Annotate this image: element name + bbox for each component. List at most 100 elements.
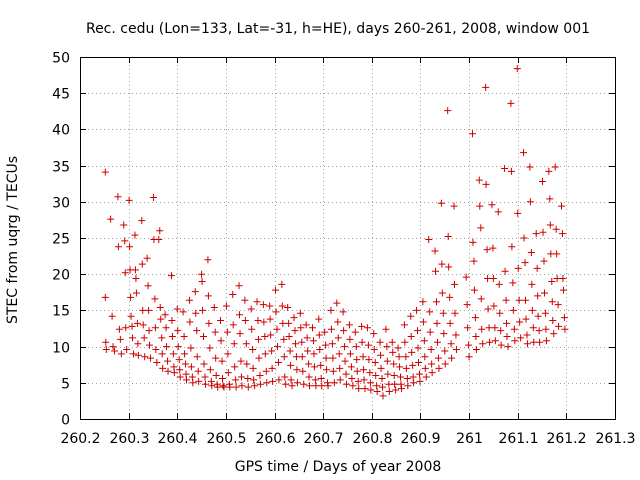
data-point xyxy=(282,380,290,388)
data-point xyxy=(345,321,353,329)
data-point xyxy=(529,324,537,332)
data-point xyxy=(558,202,565,210)
data-point xyxy=(559,286,567,294)
data-point xyxy=(509,306,517,314)
data-point xyxy=(494,208,502,216)
data-point xyxy=(438,260,446,268)
data-point xyxy=(385,387,393,395)
data-point xyxy=(156,304,164,312)
data-point xyxy=(262,367,270,375)
data-point xyxy=(520,234,528,242)
data-point xyxy=(174,327,182,335)
data-point xyxy=(501,164,509,172)
data-point xyxy=(479,340,487,348)
data-point xyxy=(287,376,295,384)
data-point xyxy=(297,324,305,332)
data-point xyxy=(302,321,310,329)
data-point xyxy=(507,167,515,175)
data-point xyxy=(555,322,563,330)
y-tick-labels: 0 5 10 15 20 25 30 35 40 45 50 xyxy=(52,51,70,429)
data-point xyxy=(465,341,473,349)
data-point xyxy=(247,305,255,313)
data-point xyxy=(158,334,166,342)
data-point xyxy=(132,275,140,283)
data-point xyxy=(346,350,354,358)
data-point xyxy=(128,322,136,330)
data-point xyxy=(528,280,536,288)
y-tick-label: 15 xyxy=(52,304,70,320)
data-point xyxy=(121,269,129,277)
data-point xyxy=(343,380,351,388)
data-point xyxy=(132,289,140,297)
data-point xyxy=(432,267,440,275)
data-point xyxy=(484,305,492,313)
data-point xyxy=(450,202,458,210)
data-point xyxy=(372,372,380,380)
data-point xyxy=(315,331,323,339)
data-point xyxy=(317,374,325,382)
data-point xyxy=(232,383,240,391)
data-point xyxy=(200,360,208,368)
y-tick-label: 50 xyxy=(52,51,70,67)
data-point xyxy=(224,350,232,358)
x-tick-label: 260.4 xyxy=(157,431,197,447)
data-point xyxy=(198,277,206,285)
data-point xyxy=(489,275,497,283)
data-point xyxy=(522,296,530,304)
data-point xyxy=(397,385,405,393)
data-point xyxy=(363,324,371,332)
data-point xyxy=(561,325,569,333)
data-point xyxy=(530,338,538,346)
data-point xyxy=(176,373,184,381)
data-point xyxy=(478,325,486,333)
data-point xyxy=(388,338,396,346)
y-tick-label: 25 xyxy=(52,232,70,248)
data-point xyxy=(434,354,442,362)
data-point xyxy=(162,324,170,332)
data-point xyxy=(415,359,423,367)
data-point xyxy=(390,360,398,368)
data-point xyxy=(198,270,206,278)
data-point xyxy=(287,361,295,369)
x-tick-label: 261.1 xyxy=(498,431,538,447)
data-point xyxy=(327,325,335,333)
data-point xyxy=(111,347,119,355)
data-point xyxy=(180,332,188,340)
data-point xyxy=(130,350,137,358)
data-point xyxy=(291,340,299,348)
data-point xyxy=(211,328,219,336)
data-point xyxy=(193,327,201,335)
data-point xyxy=(495,280,503,288)
data-point xyxy=(552,225,560,233)
data-point xyxy=(370,345,378,353)
data-point xyxy=(396,363,404,371)
data-point xyxy=(244,383,252,391)
data-point xyxy=(141,353,149,361)
data-point xyxy=(517,334,525,342)
data-point xyxy=(288,382,296,390)
data-point xyxy=(359,353,367,361)
data-point xyxy=(553,250,561,258)
data-point xyxy=(260,318,268,326)
data-point xyxy=(261,332,269,340)
data-point xyxy=(273,343,281,351)
grid xyxy=(80,57,615,419)
data-point xyxy=(158,350,166,358)
data-point xyxy=(472,332,480,340)
data-point xyxy=(364,341,372,349)
data-point xyxy=(151,295,159,303)
data-point xyxy=(115,325,123,333)
data-point xyxy=(559,275,567,283)
data-point xyxy=(123,345,131,353)
data-point xyxy=(268,364,276,372)
data-point xyxy=(542,325,550,333)
data-point xyxy=(101,168,109,176)
data-point xyxy=(407,332,415,340)
data-point xyxy=(540,257,548,265)
data-point xyxy=(491,337,499,345)
data-point xyxy=(284,304,292,312)
data-point xyxy=(120,221,128,229)
data-point xyxy=(206,344,214,352)
data-point xyxy=(419,298,427,306)
data-point xyxy=(237,357,245,365)
